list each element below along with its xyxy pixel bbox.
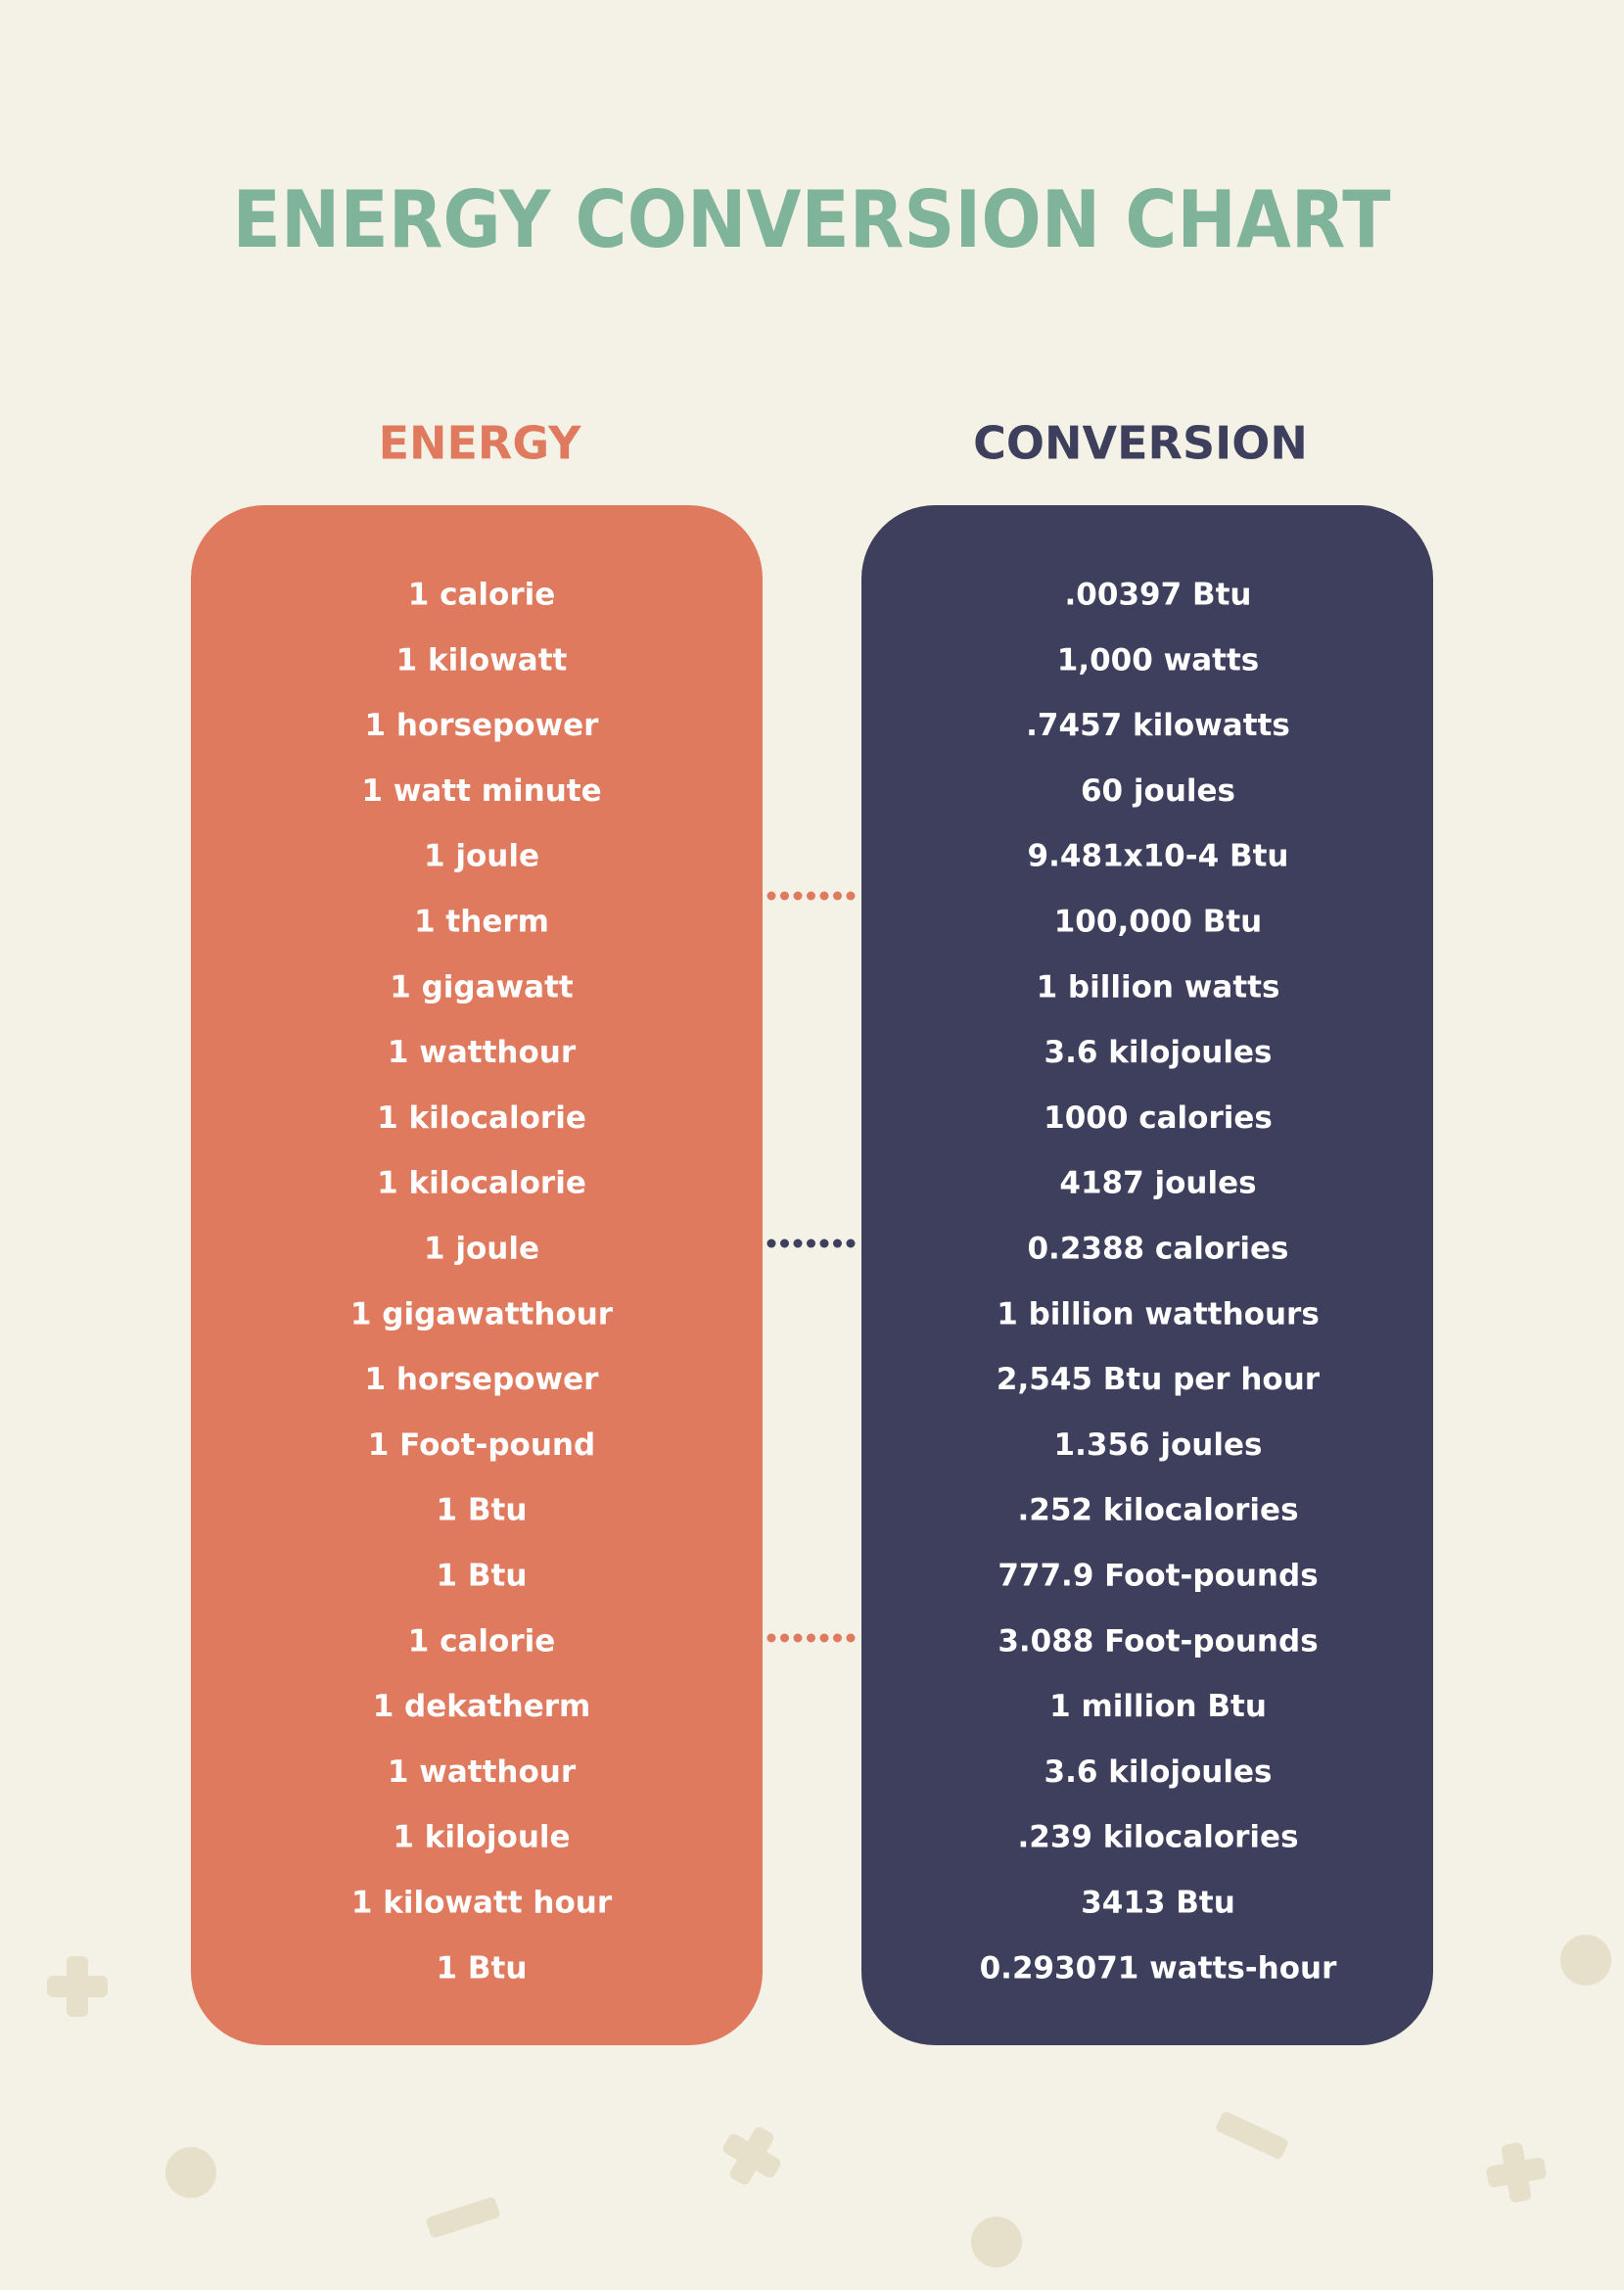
energy-cell: 1 kilocalorie xyxy=(377,1100,586,1136)
conversion-cell: 1 billion watts xyxy=(1037,969,1280,1005)
energy-cell: 1 joule xyxy=(424,839,539,874)
energy-cell: 1 dekatherm xyxy=(373,1689,591,1724)
connector-dot xyxy=(819,1633,829,1643)
conversion-cell: 60 joules xyxy=(1081,773,1235,809)
conversion-cell: 3413 Btu xyxy=(1081,1886,1235,1921)
energy-cell: 1 joule xyxy=(424,1232,539,1267)
connector-dot xyxy=(833,1633,842,1643)
connector-dot xyxy=(780,1633,789,1643)
connectors xyxy=(766,891,856,1643)
connector-dot xyxy=(833,891,842,901)
plus-shape xyxy=(67,1956,88,2017)
conversion-cell: .252 kilocalories xyxy=(1017,1493,1298,1528)
energy-cell: 1 gigawatthour xyxy=(350,1296,614,1332)
title: ENERGY CONVERSION CHART xyxy=(233,174,1391,265)
conversion-cell: 3.088 Foot-pounds xyxy=(998,1623,1318,1659)
energy-cell: 1 Btu xyxy=(437,1950,528,1986)
conversion-cell: 777.9 Foot-pounds xyxy=(998,1559,1318,1594)
energy-cell: 1 watt minute xyxy=(361,773,601,809)
connector-dot xyxy=(793,891,803,901)
rows: 1 calorie .00397 Btu 1 kilowatt 1,000 watts… xyxy=(350,578,1337,1986)
energy-cell: 1 watthour xyxy=(388,1754,577,1790)
connector-dot xyxy=(819,891,829,901)
conversion-cell: 1 billion watthours xyxy=(997,1296,1320,1332)
conversion-cell: .00397 Btu xyxy=(1065,578,1252,613)
energy-cell: 1 calorie xyxy=(408,578,556,613)
energy-cell: 1 kilocalorie xyxy=(377,1166,586,1201)
connector-dot xyxy=(807,891,815,901)
decorations xyxy=(47,1935,1611,2267)
connector-dot xyxy=(766,891,776,901)
connector-dot xyxy=(807,1238,815,1248)
circle-shape xyxy=(165,2147,216,2198)
connector-dot xyxy=(819,1238,829,1248)
conversion-panel xyxy=(861,505,1433,2045)
connector-dot xyxy=(833,1238,842,1248)
connector-dot xyxy=(780,891,789,901)
conversion-cell: 1.356 joules xyxy=(1054,1427,1263,1463)
conversion-cell: 9.481x10-4 Btu xyxy=(1028,839,1289,874)
plus-shape xyxy=(722,2126,781,2185)
energy-cell: 1 kilojoule xyxy=(393,1820,570,1855)
energy-cell: 1 horsepower xyxy=(365,708,600,743)
connector-dot xyxy=(846,1633,856,1643)
conversion-cell: 0.2388 calories xyxy=(1027,1232,1288,1267)
plus-shape xyxy=(1486,2142,1547,2203)
energy-cell: 1 Foot-pound xyxy=(368,1427,595,1463)
energy-cell: 1 watthour xyxy=(388,1035,577,1070)
circle-shape xyxy=(971,2217,1022,2267)
energy-cell: 1 kilowatt xyxy=(396,642,568,678)
connector-dot xyxy=(766,1238,776,1248)
conversion-cell: .239 kilocalories xyxy=(1017,1820,1298,1855)
energy-cell: 1 calorie xyxy=(408,1623,556,1659)
energy-cell: 1 kilowatt hour xyxy=(351,1886,613,1921)
conversion-cell: 1000 calories xyxy=(1044,1100,1273,1136)
connector-dot xyxy=(793,1633,803,1643)
connector-dot xyxy=(807,1633,815,1643)
conversion-cell: .7457 kilowatts xyxy=(1026,708,1290,743)
dash-shape xyxy=(426,2197,500,2238)
conversion-cell: 1 million Btu xyxy=(1049,1689,1267,1724)
energy-cell: 1 Btu xyxy=(437,1493,528,1528)
column-header: CONVERSION xyxy=(973,417,1308,470)
connector-dot xyxy=(793,1238,803,1248)
conversion-cell: 4187 joules xyxy=(1059,1166,1256,1201)
conversion-cell: 3.6 kilojoules xyxy=(1044,1754,1273,1790)
energy-panel xyxy=(191,505,763,2045)
conversion-cell: 2,545 Btu per hour xyxy=(997,1362,1321,1397)
dash-shape xyxy=(1216,2112,1288,2159)
connector-dot xyxy=(766,1633,776,1643)
energy-cell: 1 Btu xyxy=(437,1559,528,1594)
connector-dot xyxy=(846,1238,856,1248)
energy-cell: 1 horsepower xyxy=(365,1362,600,1397)
connector-dot xyxy=(780,1238,789,1248)
energy-cell: 1 therm xyxy=(414,905,549,940)
conversion-cell: 1,000 watts xyxy=(1057,642,1260,678)
column-header: ENERGY xyxy=(379,417,582,470)
conversion-cell: 100,000 Btu xyxy=(1054,905,1263,940)
circle-shape xyxy=(1560,1935,1611,1986)
conversion-cell: 0.293071 watts-hour xyxy=(980,1950,1338,1986)
connector-dot xyxy=(846,891,856,901)
conversion-cell: 3.6 kilojoules xyxy=(1044,1035,1273,1070)
energy-cell: 1 gigawatt xyxy=(390,969,574,1005)
